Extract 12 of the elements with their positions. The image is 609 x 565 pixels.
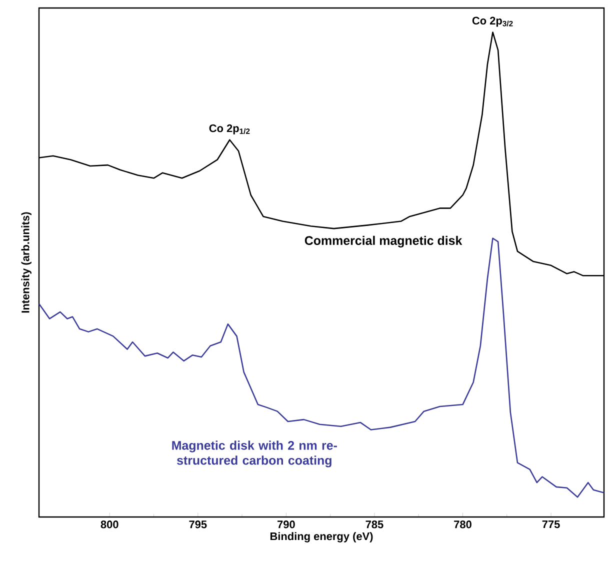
series-label: Commercial magnetic disk [304, 236, 462, 248]
x-tick-label: 800 [100, 520, 118, 528]
x-axis-title: Binding energy (eV) [270, 532, 373, 542]
x-tick-label: 775 [542, 520, 560, 528]
x-tick-label: 785 [366, 520, 384, 528]
x-tick-label: 780 [454, 520, 472, 528]
series-label: Magnetic disk with 2 nm re-structured carbon coating [172, 440, 337, 468]
annotation: Co 2p$_{1/2}$ [209, 124, 250, 134]
annotation: Co 2p$_{3/2}$ [472, 16, 513, 27]
x-tick-label: 790 [278, 520, 295, 528]
y-axis-title: Intensity (arb.units) [21, 212, 32, 313]
x-tick-label: 795 [189, 520, 207, 528]
